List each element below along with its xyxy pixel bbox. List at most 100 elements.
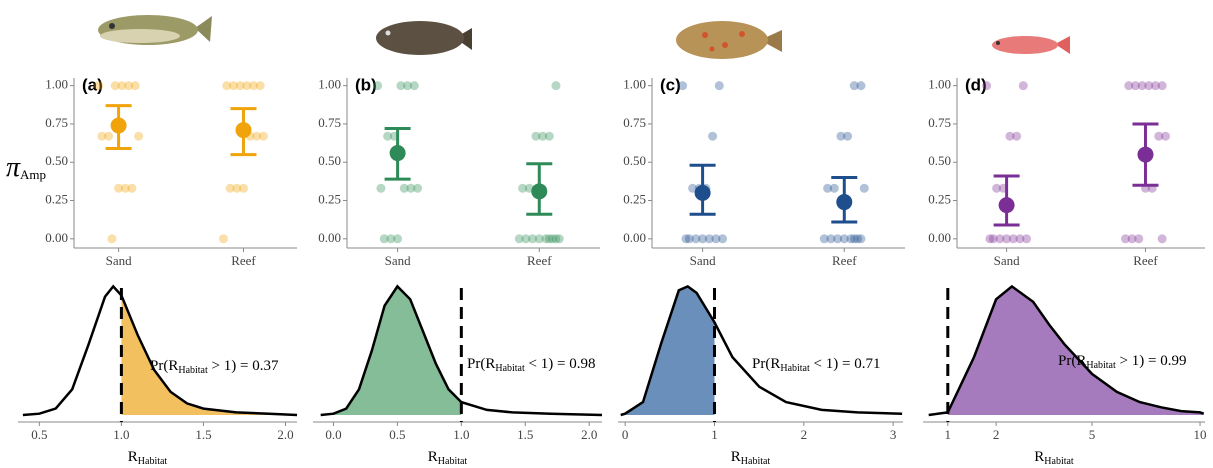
annotation-sub: Habitat bbox=[495, 363, 525, 374]
x-axis-title-sub: Habitat bbox=[1044, 456, 1074, 467]
panel-label: (c) bbox=[660, 75, 681, 94]
point bbox=[989, 234, 998, 243]
x-tick-label: 2 bbox=[993, 427, 1000, 442]
point bbox=[678, 81, 687, 90]
x-tick-label: Sand bbox=[994, 253, 1021, 268]
x-axis-title-sub: Habitat bbox=[438, 456, 468, 467]
x-axis-title-sub: Habitat bbox=[741, 456, 771, 467]
density-area bbox=[929, 286, 1204, 415]
y-tick-label: 0.75 bbox=[45, 115, 68, 130]
point bbox=[222, 81, 231, 90]
fish-plaice bbox=[676, 21, 782, 59]
point bbox=[134, 132, 143, 141]
point bbox=[107, 234, 116, 243]
x-tick-label: 1.5 bbox=[195, 427, 211, 442]
mean-point bbox=[1137, 147, 1153, 163]
point bbox=[531, 132, 540, 141]
x-tick-label: 10 bbox=[1194, 427, 1207, 442]
point bbox=[380, 234, 389, 243]
point bbox=[1019, 81, 1028, 90]
point bbox=[396, 81, 405, 90]
y-tick-label: 0.25 bbox=[318, 192, 341, 207]
y-tick-label: 0.50 bbox=[45, 153, 68, 168]
point bbox=[515, 234, 524, 243]
mean-point bbox=[390, 145, 406, 161]
annotation: Pr(RHabitat > 1) = 0.99 bbox=[1058, 353, 1186, 371]
annotation: Pr(RHabitat < 1) = 0.71 bbox=[752, 356, 880, 374]
point bbox=[545, 234, 554, 243]
x-tick-label: Sand bbox=[106, 253, 133, 268]
annotation-suffix: < 1) = 0.98 bbox=[525, 356, 596, 372]
point bbox=[376, 184, 385, 193]
x-tick-label: 0.0 bbox=[325, 427, 341, 442]
mean-point bbox=[836, 194, 852, 210]
point bbox=[373, 81, 382, 90]
density-area bbox=[621, 286, 902, 415]
x-tick-label: 2 bbox=[801, 427, 808, 442]
x-tick-label: Reef bbox=[231, 253, 256, 268]
annotation-prefix: Pr(R bbox=[467, 356, 495, 372]
annotation-sub: Habitat bbox=[780, 363, 810, 374]
y-tick-label: 0.00 bbox=[45, 230, 68, 245]
annotation-sub: Habitat bbox=[178, 365, 208, 376]
x-tick-label: Reef bbox=[1133, 253, 1158, 268]
x-axis-title-main: R bbox=[731, 449, 741, 465]
x-tick-label: 2.0 bbox=[581, 427, 597, 442]
y-tick-label: 1.00 bbox=[318, 77, 341, 92]
point bbox=[708, 132, 717, 141]
x-tick-label: 1.0 bbox=[113, 427, 129, 442]
point bbox=[823, 184, 832, 193]
x-axis-title-sub: Habitat bbox=[138, 456, 168, 467]
point bbox=[1005, 132, 1014, 141]
point bbox=[114, 184, 123, 193]
y-tick-label: 0.00 bbox=[928, 230, 951, 245]
y-tick-label: 0.75 bbox=[318, 115, 341, 130]
fish-cod bbox=[98, 15, 212, 45]
point bbox=[715, 81, 724, 90]
point bbox=[685, 234, 694, 243]
x-tick-label: 5 bbox=[1089, 427, 1096, 442]
y-tick-label: 0.25 bbox=[623, 192, 646, 207]
point bbox=[836, 132, 845, 141]
y-tick-label: 0.25 bbox=[45, 192, 68, 207]
annotation: Pr(RHabitat > 1) = 0.37 bbox=[150, 358, 279, 376]
x-tick-label: 2.0 bbox=[277, 427, 293, 442]
point bbox=[982, 81, 991, 90]
y-tick-label: 0.50 bbox=[928, 153, 951, 168]
point bbox=[820, 234, 829, 243]
x-tick-label: 1.5 bbox=[517, 427, 533, 442]
point bbox=[1154, 132, 1163, 141]
point bbox=[860, 184, 869, 193]
mean-point bbox=[531, 183, 547, 199]
point bbox=[1124, 81, 1133, 90]
annotation-prefix: Pr(R bbox=[752, 356, 780, 372]
point bbox=[551, 81, 560, 90]
x-axis-title: RHabitat bbox=[128, 449, 168, 467]
mean-point bbox=[999, 197, 1015, 213]
annotation-sub: Habitat bbox=[1086, 360, 1116, 371]
point bbox=[400, 184, 409, 193]
x-tick-label: Sand bbox=[385, 253, 412, 268]
x-axis-title: RHabitat bbox=[428, 449, 468, 467]
x-axis-title-main: R bbox=[128, 449, 138, 465]
y-tick-label: 0.50 bbox=[318, 153, 341, 168]
point bbox=[97, 132, 106, 141]
point bbox=[226, 184, 235, 193]
y-tick-label: 1.00 bbox=[623, 77, 646, 92]
mean-point bbox=[111, 117, 127, 133]
y-tick-label: 0.00 bbox=[318, 230, 341, 245]
x-tick-label: 0.5 bbox=[389, 427, 405, 442]
y-tick-label: 0.00 bbox=[623, 230, 646, 245]
x-axis-title-main: R bbox=[428, 449, 438, 465]
point bbox=[383, 132, 392, 141]
mean-point bbox=[695, 185, 711, 201]
annotation-prefix: Pr(R bbox=[150, 358, 178, 374]
x-tick-label: 1 bbox=[711, 427, 718, 442]
x-axis-title-main: R bbox=[1034, 449, 1044, 465]
fish-flounder bbox=[376, 21, 472, 55]
x-tick-label: 3 bbox=[890, 427, 897, 442]
point bbox=[1121, 234, 1130, 243]
y-axis-title: πAmp bbox=[6, 152, 46, 183]
point bbox=[111, 81, 120, 90]
point bbox=[1158, 234, 1167, 243]
